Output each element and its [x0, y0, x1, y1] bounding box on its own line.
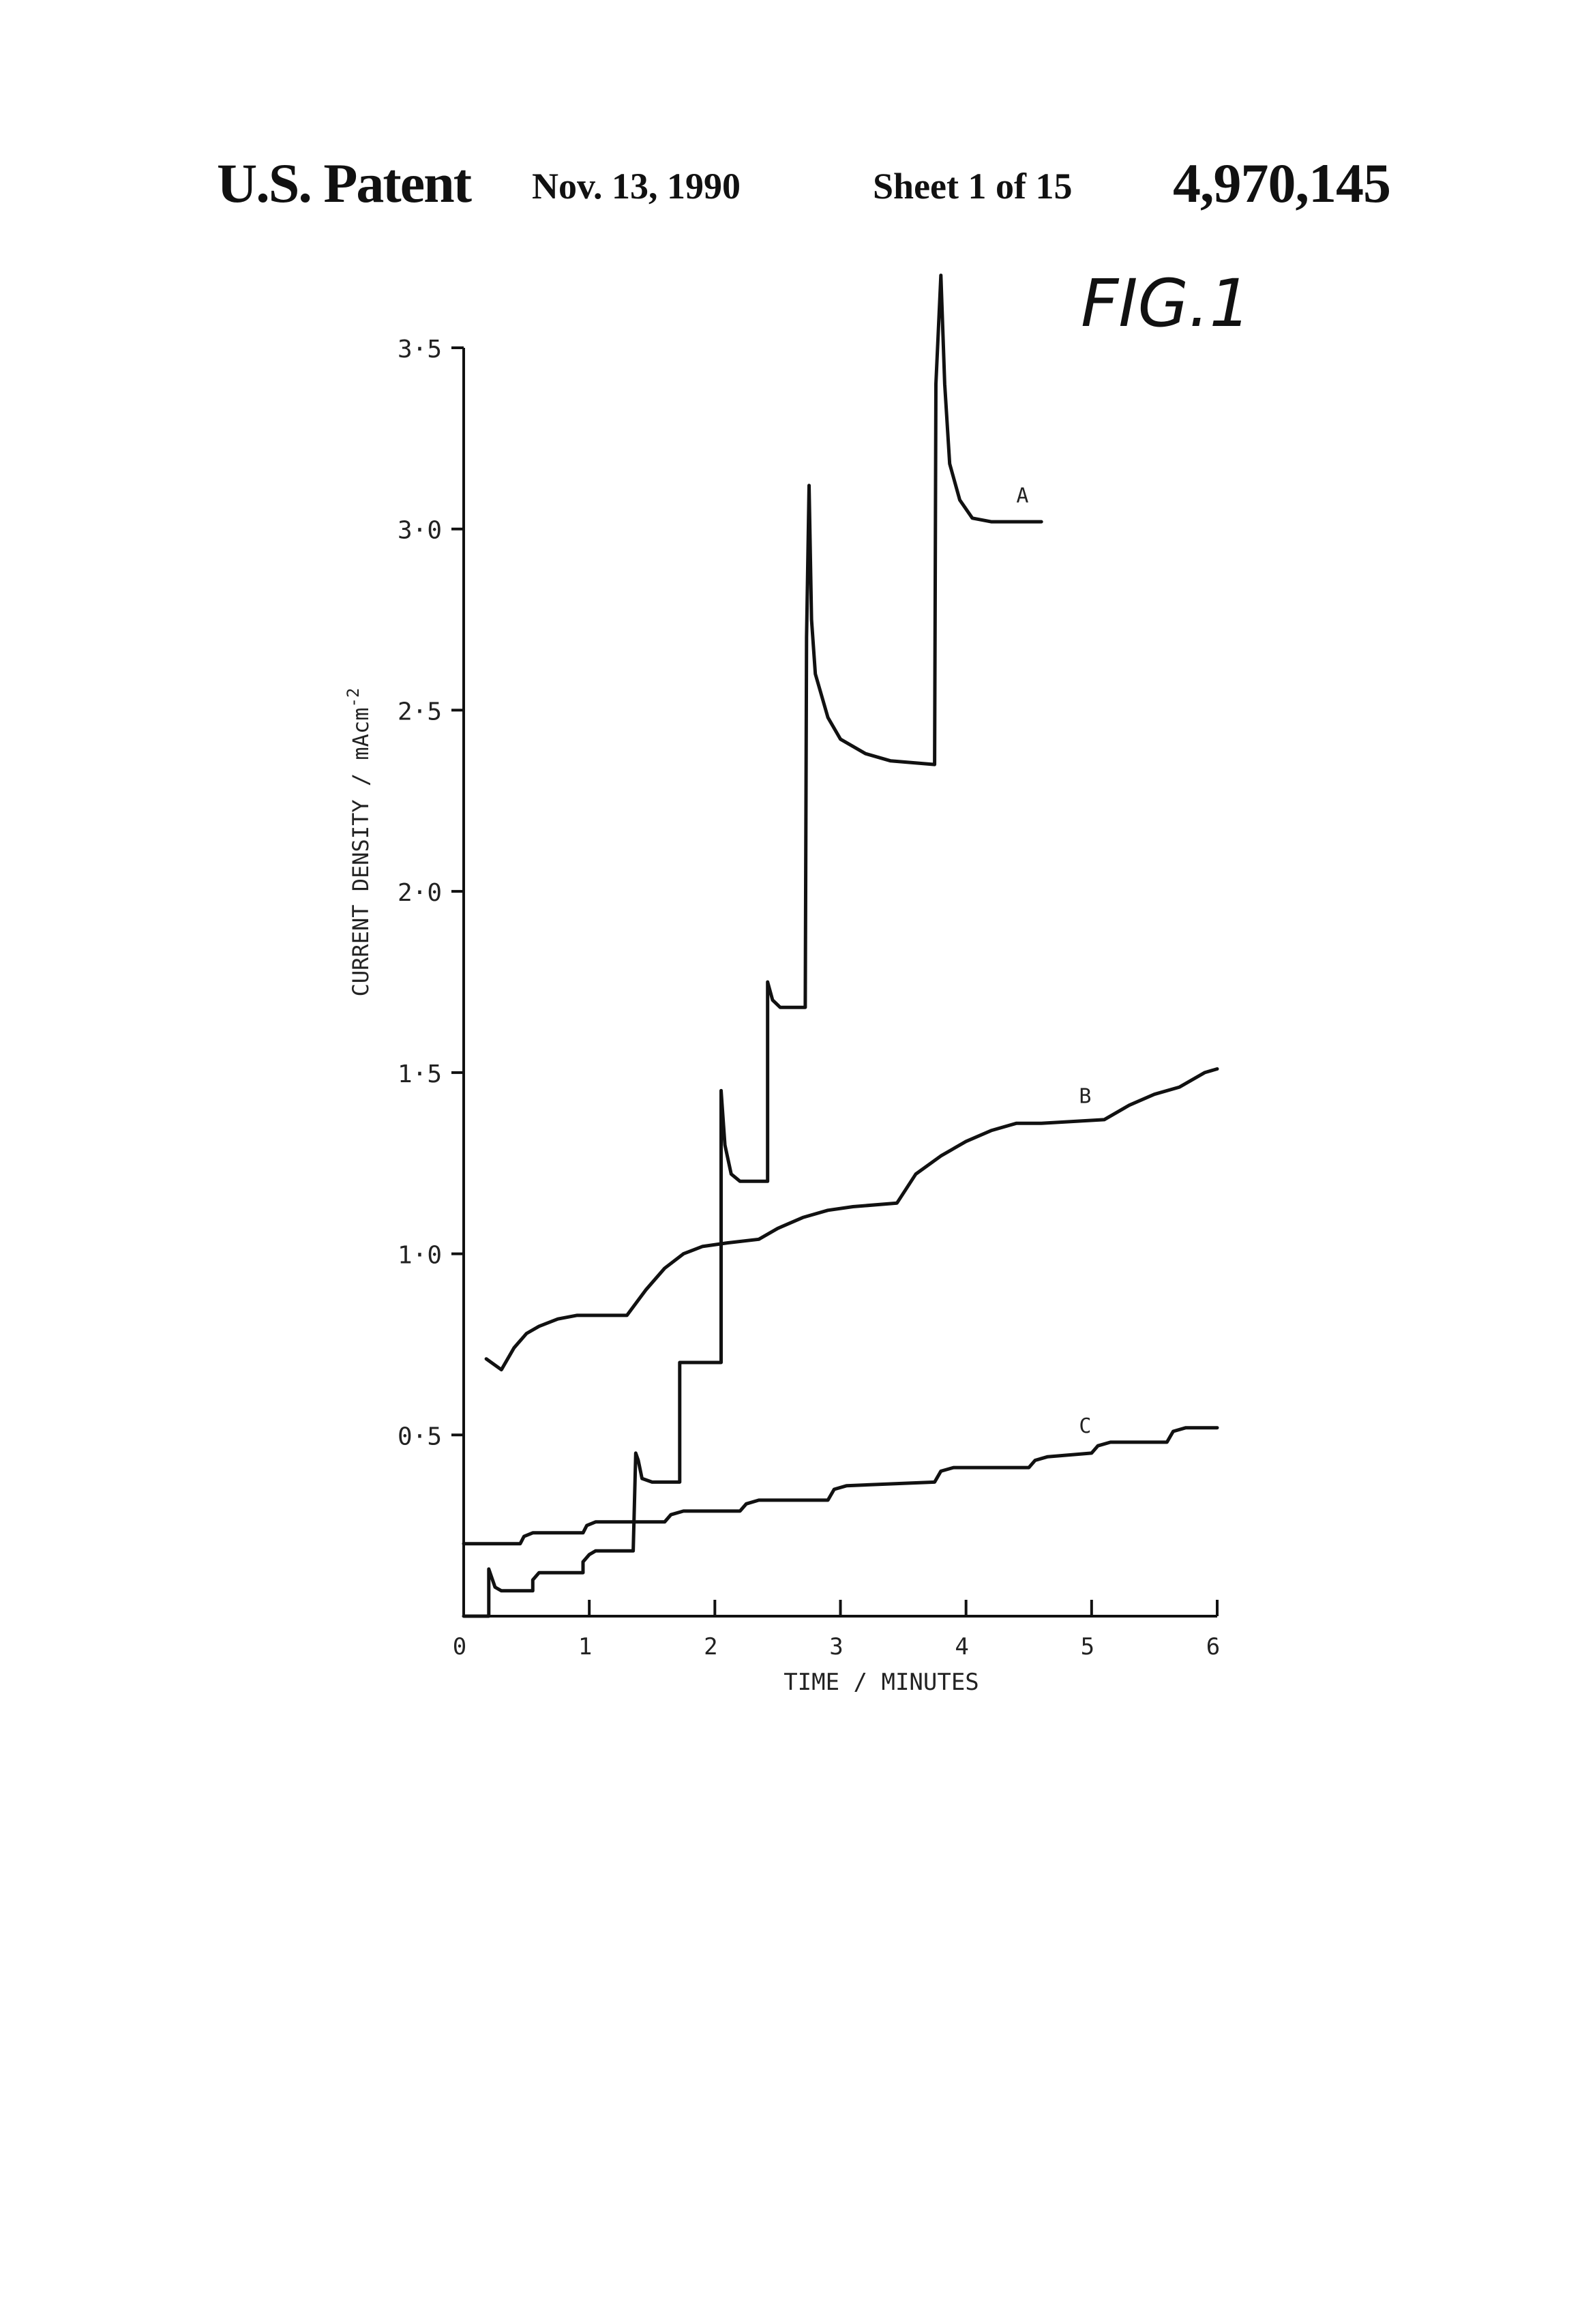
x-axis-label: TIME / MINUTES — [783, 1669, 979, 1696]
y-tick-label: 3·5 — [398, 336, 442, 363]
y-tick-label: 1·0 — [398, 1242, 442, 1270]
series-label-b: B — [1079, 1084, 1091, 1108]
series-label-c: C — [1079, 1414, 1091, 1438]
y-axis-label-superscript: -2 — [344, 688, 363, 708]
figure-label: FIG.1 — [1081, 265, 1251, 342]
series-line-b — [486, 1069, 1217, 1370]
series-line-c — [464, 1428, 1217, 1544]
x-tick-label: 1 — [578, 1633, 592, 1660]
series-label-a: A — [1016, 484, 1028, 508]
y-tick-label: 3·0 — [398, 517, 442, 545]
y-tick-label: 2·5 — [398, 698, 442, 726]
x-tick-label: 0 — [453, 1633, 466, 1660]
x-tick-label: 4 — [955, 1633, 968, 1660]
series-line-a — [464, 275, 1041, 1616]
chart-series — [464, 275, 1217, 1616]
x-tick-label: 6 — [1206, 1633, 1220, 1660]
y-axis-label: CURRENT DENSITY / mAcm-2 — [344, 688, 374, 997]
x-tick-label: 5 — [1081, 1633, 1094, 1660]
chart-labels: TIME / MINUTES CURRENT DENSITY / mAcm-2 A B… — [344, 484, 1091, 1696]
y-tick-label: 1·5 — [398, 1060, 442, 1088]
x-tick-label: 3 — [829, 1633, 843, 1660]
y-tick-label: 2·0 — [398, 879, 442, 907]
x-tick-label: 2 — [704, 1633, 717, 1660]
y-tick-label: 0·5 — [398, 1422, 442, 1450]
